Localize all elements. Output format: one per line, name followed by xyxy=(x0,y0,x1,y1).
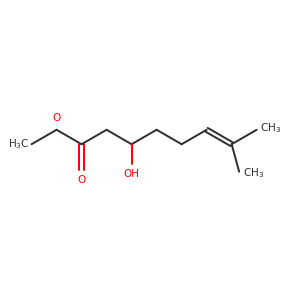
Text: CH$_3$: CH$_3$ xyxy=(260,122,281,135)
Text: O: O xyxy=(52,113,61,123)
Text: O: O xyxy=(77,175,86,185)
Text: H$_3$C: H$_3$C xyxy=(8,137,29,151)
Text: CH$_3$: CH$_3$ xyxy=(243,166,264,180)
Text: OH: OH xyxy=(124,169,140,179)
